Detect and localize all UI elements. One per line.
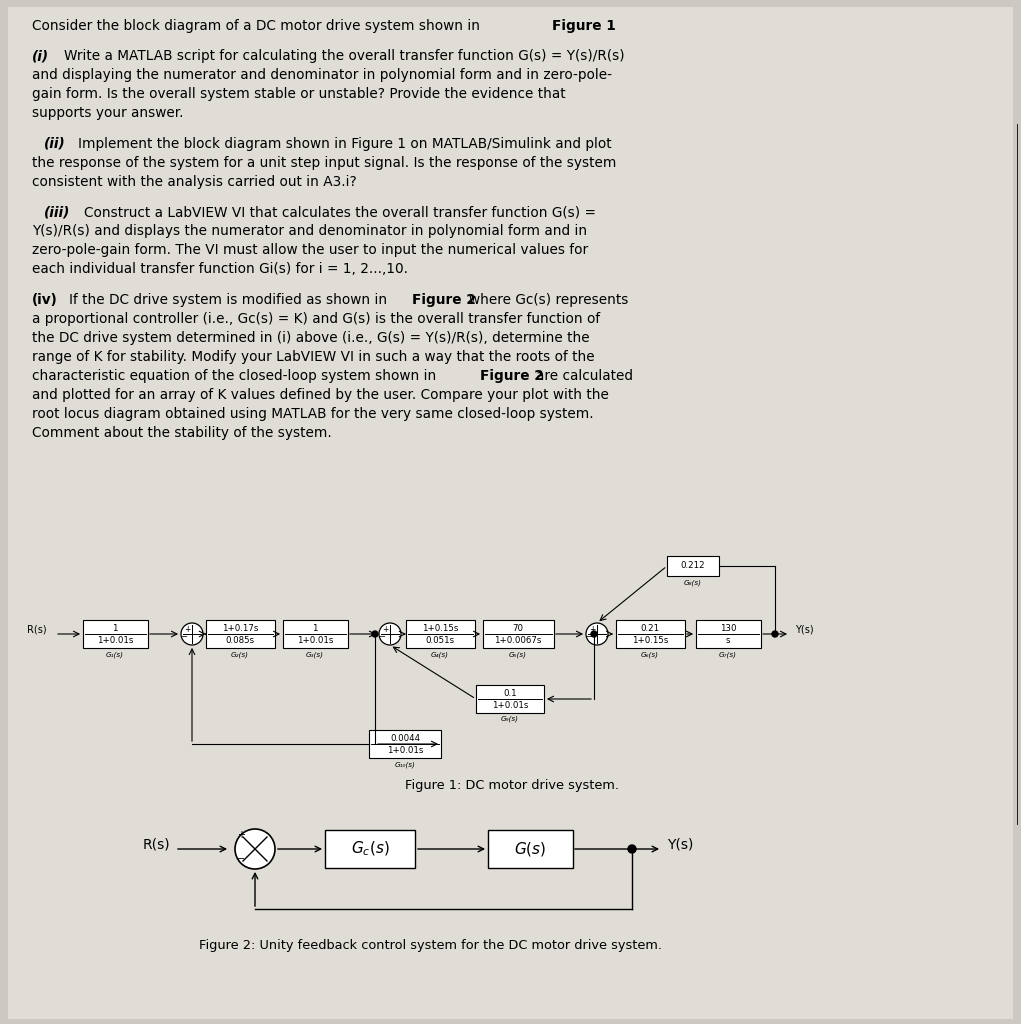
Circle shape	[235, 829, 275, 869]
Text: −: −	[379, 633, 386, 641]
Text: .: .	[610, 19, 615, 33]
FancyBboxPatch shape	[8, 7, 1013, 1019]
Text: Figure 2: Figure 2	[480, 369, 544, 383]
FancyBboxPatch shape	[325, 830, 415, 868]
Text: root locus diagram obtained using MATLAB for the very same closed-loop system.: root locus diagram obtained using MATLAB…	[32, 407, 593, 421]
Text: 1+0.0067s: 1+0.0067s	[494, 636, 542, 645]
Circle shape	[772, 631, 778, 637]
Circle shape	[181, 623, 203, 645]
Text: R(s): R(s)	[142, 837, 171, 851]
Text: 0.085s: 0.085s	[226, 636, 254, 645]
FancyBboxPatch shape	[616, 620, 684, 648]
Text: gain form. Is the overall system stable or unstable? Provide the evidence that: gain form. Is the overall system stable …	[32, 87, 566, 101]
Text: (iii): (iii)	[44, 205, 70, 219]
Text: Write a MATLAB script for calculating the overall transfer function G(s) = Y(s)/: Write a MATLAB script for calculating th…	[64, 49, 625, 63]
Circle shape	[372, 631, 378, 637]
Text: and displaying the numerator and denominator in polynomial form and in zero-pole: and displaying the numerator and denomin…	[32, 69, 612, 82]
Text: 0.1: 0.1	[503, 689, 517, 698]
Text: If the DC drive system is modified as shown in: If the DC drive system is modified as sh…	[69, 293, 391, 306]
Text: +: +	[589, 625, 595, 634]
Text: Y(s): Y(s)	[667, 837, 693, 851]
Text: +: +	[237, 830, 245, 840]
Text: G₆(s): G₆(s)	[641, 651, 659, 657]
FancyBboxPatch shape	[83, 620, 147, 648]
Text: where Gc(s) represents: where Gc(s) represents	[469, 293, 628, 306]
Text: +: +	[382, 625, 388, 634]
Text: 1+0.17s: 1+0.17s	[222, 625, 258, 634]
Text: 1+0.01s: 1+0.01s	[492, 700, 528, 710]
Text: 1+0.01s: 1+0.01s	[97, 636, 133, 645]
Text: R(s): R(s)	[28, 625, 47, 635]
FancyBboxPatch shape	[483, 620, 553, 648]
Circle shape	[379, 623, 401, 645]
Text: Figure 2: Figure 2	[412, 293, 476, 306]
Text: 0.212: 0.212	[681, 561, 706, 570]
Text: (iv): (iv)	[32, 293, 58, 306]
Text: 70: 70	[513, 625, 524, 634]
FancyBboxPatch shape	[476, 685, 544, 713]
Text: G₉(s): G₉(s)	[501, 716, 519, 723]
Text: 0.051s: 0.051s	[426, 636, 454, 645]
Text: Consider the block diagram of a DC motor drive system shown in: Consider the block diagram of a DC motor…	[32, 19, 484, 33]
Text: a proportional controller (i.e., Gc(s) = K) and G(s) is the overall transfer fun: a proportional controller (i.e., Gc(s) =…	[32, 311, 600, 326]
Text: G₃(s): G₃(s)	[306, 651, 324, 657]
FancyBboxPatch shape	[369, 730, 441, 758]
FancyBboxPatch shape	[695, 620, 761, 648]
Text: range of K for stability. Modify your LabVIEW VI in such a way that the roots of: range of K for stability. Modify your La…	[32, 349, 594, 364]
Circle shape	[591, 631, 597, 637]
Text: G₁(s): G₁(s)	[106, 651, 124, 657]
FancyBboxPatch shape	[667, 556, 719, 575]
Text: zero-pole-gain form. The VI must allow the user to input the numerical values fo: zero-pole-gain form. The VI must allow t…	[32, 243, 588, 257]
Text: supports your answer.: supports your answer.	[32, 106, 184, 121]
FancyBboxPatch shape	[283, 620, 347, 648]
Text: 1+0.01s: 1+0.01s	[387, 745, 423, 755]
Text: Y(s)/R(s) and displays the numerator and denominator in polynomial form and in: Y(s)/R(s) and displays the numerator and…	[32, 224, 587, 239]
Text: G₅(s): G₅(s)	[509, 651, 527, 657]
Text: s: s	[726, 636, 730, 645]
Text: −: −	[237, 854, 245, 864]
Text: $G_c(s)$: $G_c(s)$	[350, 840, 389, 858]
Circle shape	[586, 623, 607, 645]
Text: 1+0.15s: 1+0.15s	[422, 625, 458, 634]
Text: Comment about the stability of the system.: Comment about the stability of the syste…	[32, 426, 332, 439]
Text: Figure 1: Figure 1	[552, 19, 616, 33]
Text: and plotted for an array of K values defined by the user. Compare your plot with: and plotted for an array of K values def…	[32, 388, 609, 401]
Text: +: +	[184, 625, 190, 634]
Text: consistent with the analysis carried out in A3.i?: consistent with the analysis carried out…	[32, 175, 356, 188]
Text: 0.0044: 0.0044	[390, 734, 420, 743]
Text: G₂(s): G₂(s)	[231, 651, 249, 657]
Text: G₁₀(s): G₁₀(s)	[394, 761, 416, 768]
Text: $G(s)$: $G(s)$	[514, 840, 546, 858]
Text: the response of the system for a unit step input signal. Is the response of the : the response of the system for a unit st…	[32, 156, 617, 170]
Text: G₄(s): G₄(s)	[431, 651, 449, 657]
Text: characteristic equation of the closed-loop system shown in: characteristic equation of the closed-lo…	[32, 369, 441, 383]
FancyBboxPatch shape	[488, 830, 573, 868]
Text: the DC drive system determined in (i) above (i.e., G(s) = Y(s)/R(s), determine t: the DC drive system determined in (i) ab…	[32, 331, 589, 345]
Text: Y(s): Y(s)	[795, 625, 814, 635]
FancyBboxPatch shape	[405, 620, 475, 648]
Circle shape	[628, 845, 636, 853]
Text: 130: 130	[720, 625, 736, 634]
Text: (i): (i)	[32, 49, 49, 63]
Text: G₇(s): G₇(s)	[719, 651, 737, 657]
Text: 0.21: 0.21	[640, 625, 660, 634]
Text: 1: 1	[312, 625, 318, 634]
Text: −: −	[585, 633, 592, 641]
Text: 1+0.01s: 1+0.01s	[297, 636, 333, 645]
Text: each individual transfer function Gi(s) for i = 1, 2...,10.: each individual transfer function Gi(s) …	[32, 262, 408, 276]
Text: 1+0.15s: 1+0.15s	[632, 636, 668, 645]
Text: Construct a LabVIEW VI that calculates the overall transfer function G(s) =: Construct a LabVIEW VI that calculates t…	[84, 205, 596, 219]
Text: −: −	[181, 633, 188, 641]
Text: 1: 1	[112, 625, 117, 634]
Text: Figure 2: Unity feedback control system for the DC motor drive system.: Figure 2: Unity feedback control system …	[198, 939, 662, 952]
Text: Figure 1: DC motor drive system.: Figure 1: DC motor drive system.	[405, 779, 619, 792]
Text: G₈(s): G₈(s)	[684, 579, 702, 586]
FancyBboxPatch shape	[205, 620, 275, 648]
Text: Implement the block diagram shown in Figure 1 on MATLAB/Simulink and plot: Implement the block diagram shown in Fig…	[78, 137, 612, 151]
Text: are calculated: are calculated	[536, 369, 633, 383]
Text: (ii): (ii)	[44, 137, 65, 151]
